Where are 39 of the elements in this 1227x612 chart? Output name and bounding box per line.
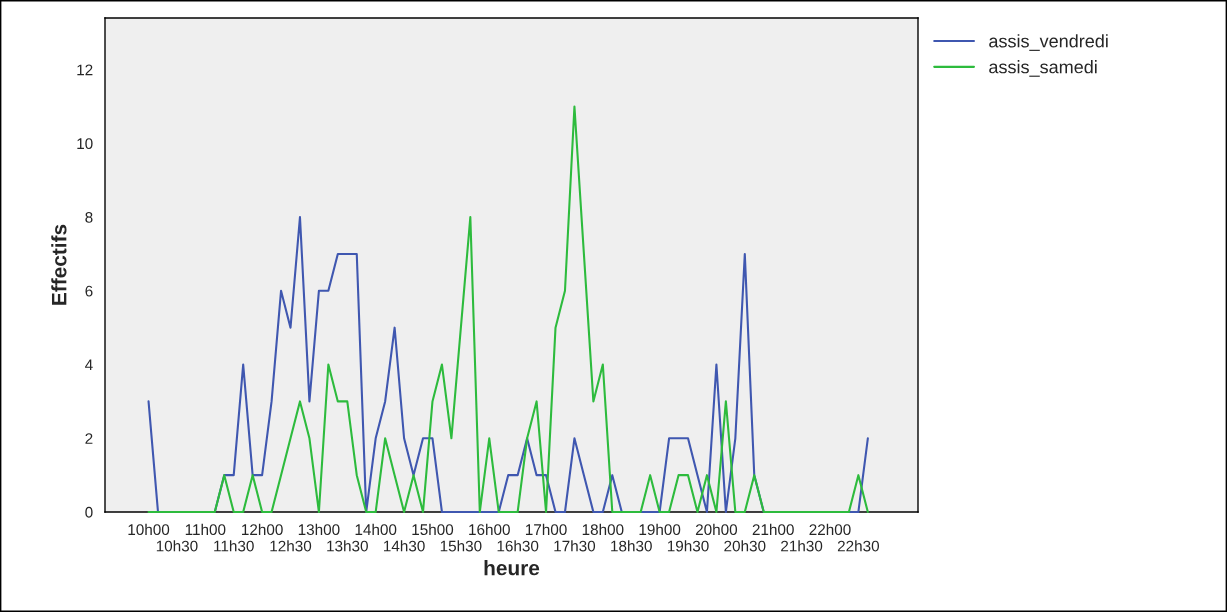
x-tick-label: 22h00 <box>809 523 851 536</box>
y-tick-label: 6 <box>85 285 93 297</box>
x-tick-label: 13h00 <box>298 523 340 536</box>
line-series <box>147 105 869 514</box>
x-tick-label: 14h00 <box>355 523 397 536</box>
x-tick-label: 10h30 <box>156 540 198 552</box>
x-tick-label: 19h00 <box>639 523 681 536</box>
x-tick-label: 11h30 <box>214 540 254 552</box>
x-tick-label: 20h00 <box>695 523 738 536</box>
x-tick-label: 12h00 <box>242 523 283 536</box>
x-tick-label: 16h30 <box>497 540 539 552</box>
x-tick-label: 15h30 <box>440 540 482 552</box>
y-tick-label: 2 <box>85 433 93 444</box>
x-tick-label: 21h30 <box>781 540 823 552</box>
x-tick-label: 17h00 <box>525 523 567 536</box>
y-tick-label: 0 <box>85 506 93 518</box>
y-axis-title: Effectifs <box>51 224 67 305</box>
x-tick-label: 18h30 <box>611 540 652 552</box>
x-tick-label: 16h00 <box>469 523 510 536</box>
legend-label: assis_vendredi <box>989 34 1108 51</box>
x-tick-label: 13h30 <box>327 540 368 552</box>
x-tick-label: 10h00 <box>128 523 170 536</box>
x-tick-label: 22h30 <box>837 540 880 552</box>
x-tick-label: 15h00 <box>412 523 454 536</box>
x-tick-label: 19h30 <box>667 540 709 552</box>
y-tick-label: 10 <box>77 138 93 150</box>
x-tick-label: 17h30 <box>554 540 596 552</box>
legend-label: assis_samedi <box>989 60 1097 77</box>
y-tick-label: 12 <box>77 64 93 76</box>
x-tick-label: 12h30 <box>270 540 312 552</box>
x-axis-title: heure <box>484 560 540 576</box>
x-tick-label: 14h30 <box>384 540 425 552</box>
line-series <box>147 216 869 514</box>
x-tick-label: 18h00 <box>582 523 624 536</box>
y-tick-label: 8 <box>85 211 93 223</box>
x-tick-label: 11h00 <box>185 523 226 536</box>
x-tick-label: 21h00 <box>752 523 794 536</box>
x-tick-label: 20h30 <box>724 540 766 552</box>
y-tick-label: 4 <box>85 359 93 371</box>
